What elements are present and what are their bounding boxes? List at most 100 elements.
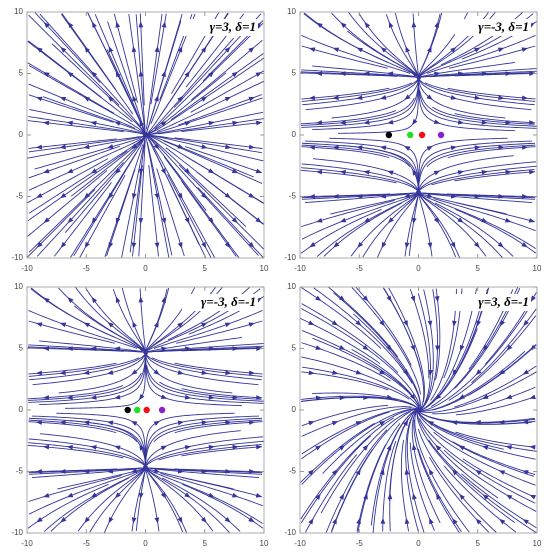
streamline: [144, 351, 262, 381]
arrowhead: [184, 217, 190, 224]
arrowhead: [59, 144, 66, 150]
arrowhead: [256, 395, 263, 400]
arrowhead: [529, 120, 536, 125]
arrowhead: [255, 168, 263, 174]
arrowhead: [36, 192, 43, 198]
streamline: [301, 82, 413, 102]
streamline: [434, 202, 514, 257]
arrowhead: [505, 169, 512, 175]
annotation-bg: [455, 19, 531, 36]
y-tick-label: -10: [11, 528, 23, 537]
arrowhead: [332, 370, 339, 375]
streamline: [452, 441, 536, 476]
arrowhead: [498, 145, 505, 150]
arrowhead: [308, 95, 316, 101]
x-tick-label: 10: [533, 264, 542, 273]
arrowhead: [67, 297, 74, 304]
streamline: [158, 444, 262, 461]
streamline: [430, 288, 457, 401]
fixed-point: [385, 131, 393, 139]
arrowhead: [154, 242, 160, 249]
streamline: [28, 83, 136, 129]
streamline: [433, 197, 536, 232]
fixed-point: [418, 131, 426, 139]
x-tick-label: -10: [21, 539, 33, 548]
arrowhead: [35, 96, 43, 102]
streamline: [157, 347, 262, 353]
streamline: [70, 152, 137, 258]
streamline: [454, 365, 537, 408]
streamline: [181, 347, 262, 352]
arrowhead: [66, 492, 74, 498]
arrowhead: [450, 47, 457, 53]
arrowhead: [84, 46, 90, 53]
streamline: [28, 14, 120, 106]
streamline: [428, 439, 537, 533]
arrowhead: [90, 120, 97, 126]
streamline: [301, 167, 419, 192]
arrowhead: [308, 47, 316, 53]
streamline: [417, 428, 497, 533]
arrowhead: [108, 46, 114, 53]
arrowhead: [154, 517, 160, 524]
arrowhead: [363, 395, 370, 401]
arrowhead: [60, 241, 67, 249]
arrowhead: [362, 344, 369, 351]
arrowhead: [522, 194, 529, 199]
streamline: [153, 310, 263, 349]
streamline: [323, 202, 403, 257]
arrowhead: [59, 322, 67, 328]
annotation: γ=3, δ=1: [210, 19, 256, 34]
arrowhead: [331, 320, 339, 326]
arrowhead: [339, 217, 347, 223]
arrowhead: [107, 370, 114, 375]
streamline: [300, 317, 381, 364]
arrowhead: [153, 468, 161, 474]
arrowhead: [308, 194, 315, 199]
streamline: [154, 22, 264, 130]
arrowhead: [473, 47, 481, 53]
arrowhead: [426, 94, 433, 100]
arrowhead: [224, 192, 231, 199]
arrowhead: [43, 217, 50, 223]
streamline: [417, 70, 537, 79]
arrowhead: [522, 369, 529, 375]
arrowhead: [131, 420, 138, 426]
arrowhead: [363, 493, 368, 500]
arrowhead: [115, 21, 121, 28]
arrowhead: [208, 120, 215, 126]
streamline: [28, 136, 141, 153]
arrowhead: [387, 217, 394, 224]
streamline: [416, 408, 535, 423]
streamline: [383, 288, 425, 412]
streamline: [423, 289, 434, 404]
streamline: [462, 458, 535, 498]
arrowhead: [160, 394, 168, 399]
streamline: [176, 320, 263, 344]
arrowhead: [529, 344, 537, 351]
x-tick-label: -5: [83, 264, 91, 273]
arrowhead: [339, 169, 346, 175]
arrowhead: [106, 420, 114, 426]
arrowhead: [332, 47, 340, 53]
arrowhead: [356, 193, 363, 199]
streamline: [454, 72, 535, 77]
arrowhead: [338, 345, 346, 350]
streamline: [312, 76, 419, 131]
streamline: [416, 371, 537, 413]
arrowhead: [529, 169, 536, 175]
arrowhead: [379, 320, 385, 327]
x-tick-label: 5: [203, 264, 208, 273]
streamline: [301, 396, 420, 410]
arrowhead: [402, 369, 409, 376]
arrowhead: [529, 444, 536, 450]
arrowhead: [355, 320, 362, 326]
y-tick-label: -5: [16, 192, 24, 201]
arrowhead: [405, 46, 411, 53]
arrowhead: [224, 96, 232, 102]
arrowhead: [316, 217, 323, 223]
arrowhead: [138, 168, 144, 175]
arrowhead: [457, 170, 465, 175]
y-tick-label: -5: [16, 467, 24, 476]
